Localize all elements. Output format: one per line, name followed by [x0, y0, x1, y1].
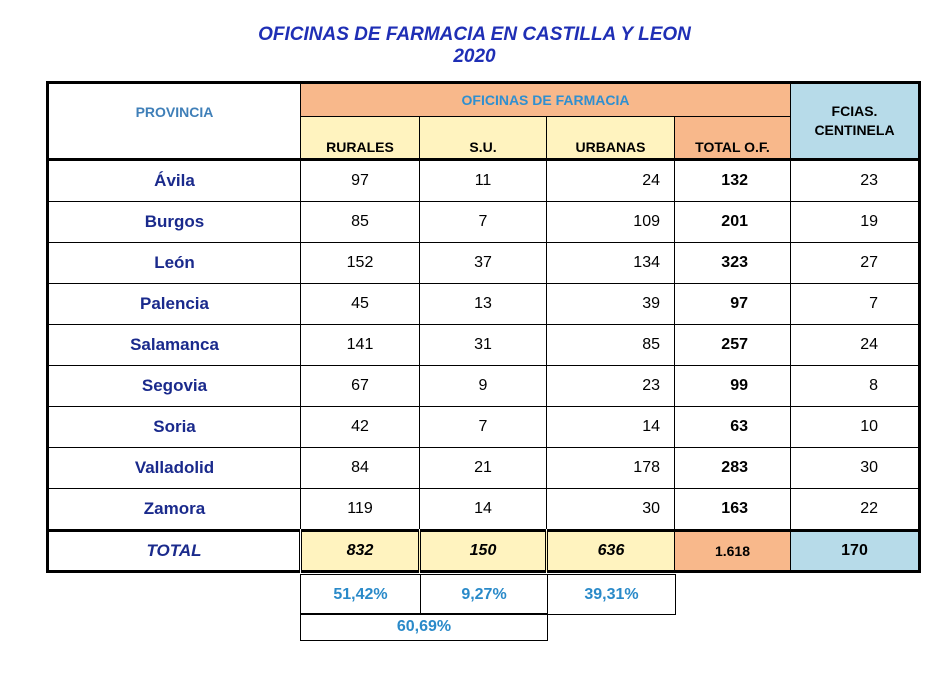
- table-row: Burgos 85 7 109 201 19: [47, 201, 920, 243]
- pct-rurales-su: 60,69%: [300, 613, 548, 641]
- cell-total: 99: [674, 365, 791, 407]
- header-urbanas: URBANAS: [546, 116, 675, 160]
- cell-provincia: León: [47, 242, 301, 284]
- percentages-combined-table: 60,69%: [300, 613, 548, 641]
- cell-su: 13: [419, 283, 547, 325]
- cell-total: 323: [674, 242, 791, 284]
- cell-urbanas: 39: [546, 283, 675, 325]
- pct-su: 9,27%: [420, 574, 548, 615]
- cell-su: 11: [419, 158, 547, 202]
- cell-urbanas: 134: [546, 242, 675, 284]
- table-row: Zamora 119 14 30 163 22: [47, 488, 920, 531]
- cell-urbanas: 24: [546, 158, 675, 202]
- header-centinela: FCIAS. CENTINELA: [790, 82, 920, 160]
- cell-urbanas: 109: [546, 201, 675, 243]
- table-row: León 152 37 134 323 27: [47, 242, 920, 284]
- cell-centinela: 10: [790, 406, 920, 448]
- total-label: TOTAL: [47, 529, 301, 572]
- cell-centinela: 7: [790, 283, 920, 325]
- cell-su: 7: [419, 201, 547, 243]
- cell-total: 257: [674, 324, 791, 366]
- cell-su: 31: [419, 324, 547, 366]
- cell-urbanas: 14: [546, 406, 675, 448]
- header-provincia: PROVINCIA: [47, 82, 301, 160]
- total-centinela: 170: [790, 529, 920, 572]
- cell-rurales: 85: [300, 201, 420, 243]
- cell-su: 9: [419, 365, 547, 407]
- cell-provincia: Palencia: [47, 283, 301, 325]
- total-of: 1.618: [674, 529, 791, 572]
- header-centinela-line1: FCIAS.: [831, 103, 878, 119]
- header-total-of: TOTAL O.F.: [674, 116, 791, 160]
- cell-centinela: 27: [790, 242, 920, 284]
- table-row: Segovia 67 9 23 99 8: [47, 365, 920, 407]
- total-su: 150: [418, 529, 547, 572]
- cell-centinela: 19: [790, 201, 920, 243]
- cell-provincia: Ávila: [47, 158, 301, 202]
- cell-centinela: 23: [790, 158, 920, 202]
- cell-centinela: 22: [790, 488, 920, 531]
- cell-total: 201: [674, 201, 791, 243]
- cell-rurales: 67: [300, 365, 420, 407]
- header-rurales: RURALES: [300, 116, 420, 160]
- cell-total: 163: [674, 488, 791, 531]
- table-row: Valladolid 84 21 178 283 30: [47, 447, 920, 489]
- cell-su: 21: [419, 447, 547, 489]
- page-subtitle-year: 2020: [453, 46, 496, 67]
- cell-provincia: Soria: [47, 406, 301, 448]
- header-oficinas-group: OFICINAS DE FARMACIA: [300, 82, 791, 117]
- cell-urbanas: 178: [546, 447, 675, 489]
- table-row: Ávila 97 11 24 132 23: [47, 158, 920, 202]
- pct-urbanas: 39,31%: [547, 574, 676, 615]
- pharmacy-table: PROVINCIA OFICINAS DE FARMACIA FCIAS. CE…: [46, 81, 921, 573]
- total-urbanas: 636: [545, 529, 675, 572]
- cell-total: 63: [674, 406, 791, 448]
- cell-total: 132: [674, 158, 791, 202]
- cell-centinela: 30: [790, 447, 920, 489]
- cell-rurales: 42: [300, 406, 420, 448]
- cell-urbanas: 30: [546, 488, 675, 531]
- header-su: S.U.: [419, 116, 547, 160]
- cell-su: 7: [419, 406, 547, 448]
- percentages-table: 51,42% 9,27% 39,31%: [300, 574, 676, 615]
- cell-rurales: 45: [300, 283, 420, 325]
- cell-centinela: 24: [790, 324, 920, 366]
- cell-provincia: Burgos: [47, 201, 301, 243]
- cell-total: 283: [674, 447, 791, 489]
- cell-su: 14: [419, 488, 547, 531]
- total-row: TOTAL 832 150 636 1.618 170: [47, 529, 920, 572]
- header-centinela-line2: CENTINELA: [814, 122, 895, 138]
- cell-urbanas: 23: [546, 365, 675, 407]
- cell-total: 97: [674, 283, 791, 325]
- cell-su: 37: [419, 242, 547, 284]
- cell-provincia: Valladolid: [47, 447, 301, 489]
- cell-provincia: Segovia: [47, 365, 301, 407]
- cell-centinela: 8: [790, 365, 920, 407]
- table-row: Salamanca 141 31 85 257 24: [47, 324, 920, 366]
- cell-urbanas: 85: [546, 324, 675, 366]
- cell-provincia: Zamora: [47, 488, 301, 531]
- cell-provincia: Salamanca: [47, 324, 301, 366]
- table-row: Palencia 45 13 39 97 7: [47, 283, 920, 325]
- cell-rurales: 141: [300, 324, 420, 366]
- cell-rurales: 97: [300, 158, 420, 202]
- page-title: OFICINAS DE FARMACIA EN CASTILLA Y LEON: [258, 24, 691, 45]
- cell-rurales: 152: [300, 242, 420, 284]
- table-row: Soria 42 7 14 63 10: [47, 406, 920, 448]
- cell-rurales: 119: [300, 488, 420, 531]
- pct-rurales: 51,42%: [300, 574, 421, 615]
- total-rurales: 832: [299, 529, 420, 572]
- cell-rurales: 84: [300, 447, 420, 489]
